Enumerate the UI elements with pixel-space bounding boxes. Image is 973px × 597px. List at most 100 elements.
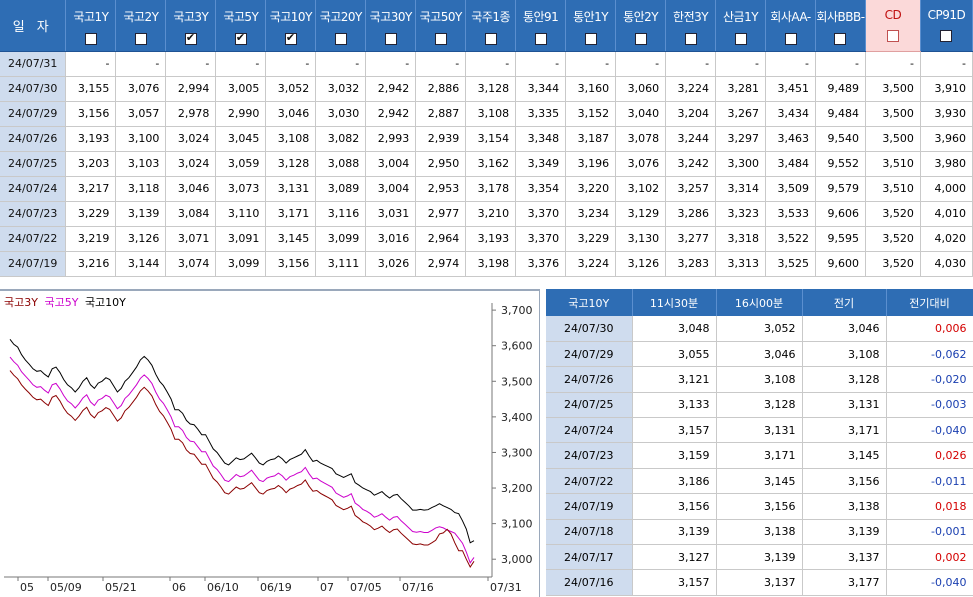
- column-header-3: 국고5Y: [215, 0, 267, 52]
- cell-value: 3,129: [615, 201, 667, 227]
- table-row[interactable]: 24/07/17 3,127 3,139 3,137 0,002: [546, 544, 973, 571]
- series-checkbox[interactable]: [584, 33, 597, 45]
- y-tick-label: 3,400: [501, 411, 533, 424]
- table-row[interactable]: 24/07/25 3,133 3,128 3,131 -0,003: [546, 392, 973, 419]
- cell-value: 3,198: [465, 251, 517, 277]
- table-row[interactable]: 24/07/31- - - - - - - - - - - - - - - - - -: [0, 51, 973, 77]
- y-tick-label: 3,500: [501, 375, 533, 388]
- cell-value: 3,128: [802, 366, 887, 393]
- table-row[interactable]: 24/07/19 3,156 3,156 3,138 0,018: [546, 493, 973, 520]
- cell-value: 3,128: [265, 151, 317, 177]
- series-checkbox[interactable]: [484, 33, 497, 45]
- series-checkbox[interactable]: [184, 31, 197, 45]
- cell-value: -: [665, 51, 717, 77]
- series-checkbox[interactable]: [734, 33, 747, 45]
- series-checkbox[interactable]: [134, 33, 147, 45]
- table-row[interactable]: 24/07/22 3,219 3,126 3,071 3,091 3,145 3,099 3,…: [0, 226, 973, 252]
- table-row[interactable]: 24/07/16 3,157 3,137 3,177 -0,040: [546, 569, 973, 596]
- cell-value: 3,130: [615, 226, 667, 252]
- cell-value: 3,281: [715, 76, 767, 102]
- table-row[interactable]: 24/07/19 3,216 3,144 3,074 3,099 3,156 3,111 3,…: [0, 251, 973, 277]
- table-row[interactable]: 24/07/24 3,217 3,118 3,046 3,073 3,131 3,089 3,…: [0, 176, 973, 202]
- series-checkbox[interactable]: [684, 33, 697, 45]
- table-row[interactable]: 24/07/29 3,055 3,046 3,108 -0,062: [546, 341, 973, 368]
- cell-value: 3,376: [515, 251, 567, 277]
- cell-value: 3,026: [365, 251, 417, 277]
- cell-value: 3,244: [665, 126, 717, 152]
- series-checkbox[interactable]: [84, 33, 97, 45]
- cell-value: 9,484: [815, 101, 866, 127]
- table-row[interactable]: 24/07/18 3,139 3,138 3,139 -0,001: [546, 519, 973, 546]
- cell-value: 3,224: [665, 76, 717, 102]
- cell-value: 3,171: [802, 417, 887, 444]
- cell-value: 3,229: [565, 226, 617, 252]
- table-row[interactable]: 24/07/25 3,203 3,103 3,024 3,059 3,128 3,088 3,…: [0, 151, 973, 177]
- cell-value: 4,000: [920, 176, 973, 202]
- table-row[interactable]: 24/07/22 3,186 3,145 3,156 -0,011: [546, 468, 973, 495]
- cell-value: -: [315, 51, 367, 77]
- cell-value: 3,267: [715, 101, 767, 127]
- series-checkbox[interactable]: [634, 33, 647, 45]
- table-row[interactable]: 24/07/26 3,193 3,100 3,024 3,045 3,108 3,082 2,…: [0, 126, 973, 152]
- cell-value: 3,128: [465, 76, 517, 102]
- cell-value: 3,219: [65, 226, 117, 252]
- cell-value: 2,978: [165, 101, 217, 127]
- table-row[interactable]: 24/07/23 3,229 3,139 3,084 3,110 3,171 3,116 3,…: [0, 201, 973, 227]
- cell-value: 3,370: [515, 201, 567, 227]
- series-checkbox[interactable]: [534, 33, 547, 45]
- cell-value: 3,131: [716, 417, 803, 444]
- cell-value: 3,177: [802, 569, 887, 596]
- column-header-5: 국고20Y: [315, 0, 367, 52]
- series-checkbox[interactable]: [834, 33, 847, 45]
- cell-value: -: [715, 51, 767, 77]
- table-row[interactable]: 24/07/23 3,159 3,171 3,145 0,026: [546, 442, 973, 469]
- cell-value: 3,525: [765, 251, 816, 277]
- series-checkbox[interactable]: [334, 33, 347, 45]
- cell-value: 3,116: [315, 201, 367, 227]
- table-row[interactable]: 24/07/29 3,156 3,057 2,978 2,990 3,046 3,030 2,…: [0, 101, 973, 127]
- table-row[interactable]: 24/07/26 3,121 3,108 3,128 -0,020: [546, 366, 973, 393]
- cell-value: 3,178: [465, 176, 517, 202]
- series-checkbox[interactable]: [384, 33, 397, 45]
- side-column-header: 전기대비: [886, 289, 973, 316]
- column-header-label: 국주1종: [471, 10, 511, 24]
- cell-value: 9,606: [815, 201, 866, 227]
- series-checkbox[interactable]: [234, 31, 247, 45]
- cell-value: 3,300: [715, 151, 767, 177]
- row-date: 24/07/23: [546, 442, 633, 469]
- series-checkbox[interactable]: [940, 30, 953, 42]
- y-tick-label: 3,600: [501, 340, 533, 353]
- cell-value: 3,500: [865, 101, 921, 127]
- cell-value: 3,257: [665, 176, 717, 202]
- series-checkbox[interactable]: [284, 31, 297, 45]
- cell-value: 2,964: [415, 226, 467, 252]
- column-header-17: CP91D: [920, 0, 973, 52]
- cell-value: -: [865, 51, 921, 77]
- cell-value: 3,186: [632, 468, 717, 495]
- column-header-label: 회사AA-: [770, 10, 811, 24]
- column-header-13: 산금1Y: [715, 0, 767, 52]
- side-column-header: 국고10Y: [546, 289, 633, 316]
- cell-value: 3,052: [716, 316, 803, 342]
- series-checkbox[interactable]: [784, 33, 797, 45]
- cell-value: 3,048: [632, 316, 717, 342]
- table-row[interactable]: 24/07/24 3,157 3,131 3,171 -0,040: [546, 417, 973, 444]
- column-header-label: 국고3Y: [173, 10, 209, 24]
- column-header-label: 국고50Y: [419, 10, 463, 24]
- cell-value: 3,520: [865, 201, 921, 227]
- table-row[interactable]: 24/07/30 3,048 3,052 3,046 0,006: [546, 316, 973, 342]
- series-checkbox[interactable]: [886, 30, 899, 42]
- series-checkbox[interactable]: [434, 33, 447, 45]
- cell-value: 3,100: [115, 126, 167, 152]
- cell-value: 2,974: [415, 251, 467, 277]
- cell-value: 3,533: [765, 201, 816, 227]
- change-value: 0,002: [886, 544, 973, 571]
- x-tick-label: 07/05: [350, 581, 382, 594]
- change-value: 0,026: [886, 442, 973, 469]
- cell-value: 3,110: [215, 201, 267, 227]
- side-column-header: 11시30분: [632, 289, 717, 316]
- cell-value: 3,137: [802, 544, 887, 571]
- row-date: 24/07/22: [0, 226, 67, 252]
- table-row[interactable]: 24/07/30 3,155 3,076 2,994 3,005 3,052 3,032 2,…: [0, 76, 973, 102]
- column-header-label: 한전3Y: [673, 10, 709, 24]
